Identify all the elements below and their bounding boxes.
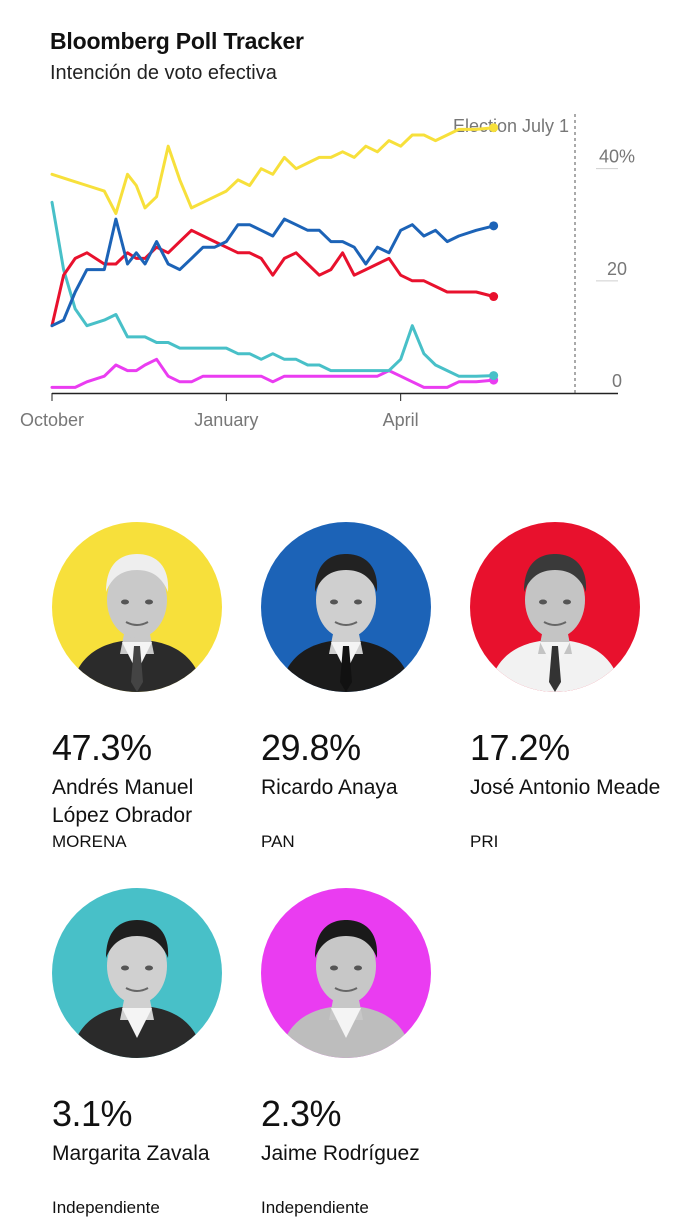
- x-tick-label: October: [20, 410, 84, 430]
- y-tick-label: 20: [607, 259, 627, 279]
- x-tick-label: January: [194, 410, 258, 430]
- x-tick-label: April: [383, 410, 419, 430]
- series-line-jose-antonio-meade: [50, 228, 496, 328]
- candidate-party: PAN: [261, 832, 295, 851]
- series-line-jaime-rodriguez: [50, 357, 496, 389]
- series-line-margarita-zavala: [50, 200, 496, 378]
- series-endpoint-ricardo-anaya: [489, 221, 499, 231]
- candidate-name: Andrés Manuel López Obrador: [52, 776, 194, 827]
- candidate-party: Independiente: [52, 1198, 160, 1217]
- candidate-party: MORENA: [52, 832, 127, 851]
- candidate-portrait: [261, 522, 431, 692]
- candidate-percentage: 2.3%: [261, 1093, 342, 1134]
- candidate-percentage: 3.1%: [52, 1093, 133, 1134]
- candidate-name: Jaime Rodríguez: [261, 1142, 420, 1165]
- y-tick-label: 40%: [599, 147, 635, 167]
- candidate-portrait: [470, 522, 640, 692]
- candidate-portrait: [52, 522, 222, 692]
- candidate-party: Independiente: [261, 1198, 369, 1217]
- portrait-figure: [70, 554, 204, 692]
- series-endpoint-margarita-zavala: [489, 371, 499, 381]
- poll-line-chart: 40% 20 0 October January April Election July 1: [20, 114, 635, 430]
- chart-subtitle: Intención de voto efectiva: [50, 62, 277, 84]
- series-line-andres-manuel-lopez-obrador: [50, 126, 496, 215]
- y-tick-label: 0: [612, 371, 622, 391]
- portrait-figure: [279, 554, 413, 692]
- candidate-percentage: 29.8%: [261, 727, 361, 768]
- candidate-party: PRI: [470, 832, 499, 851]
- candidate-name: José Antonio Meade: [470, 776, 661, 799]
- portrait-figure: [488, 554, 622, 692]
- candidate-name: Ricardo Anaya: [261, 776, 398, 799]
- election-annotation: Election July 1: [453, 116, 569, 136]
- candidate-percentage: 17.2%: [470, 727, 570, 768]
- candidate-name: Margarita Zavala: [52, 1142, 210, 1165]
- candidate-percentage: 47.3%: [52, 727, 152, 768]
- candidate-portrait: [52, 888, 222, 1058]
- candidate-portrait: [261, 888, 431, 1058]
- chart-title: Bloomberg Poll Tracker: [50, 28, 304, 54]
- series-endpoint-andres-manuel-lopez-obrador: [489, 123, 499, 133]
- portrait-figure: [70, 920, 204, 1058]
- portrait-figure: [279, 920, 413, 1058]
- series-line-ricardo-anaya: [50, 217, 496, 328]
- series-endpoint-jose-antonio-meade: [489, 292, 499, 302]
